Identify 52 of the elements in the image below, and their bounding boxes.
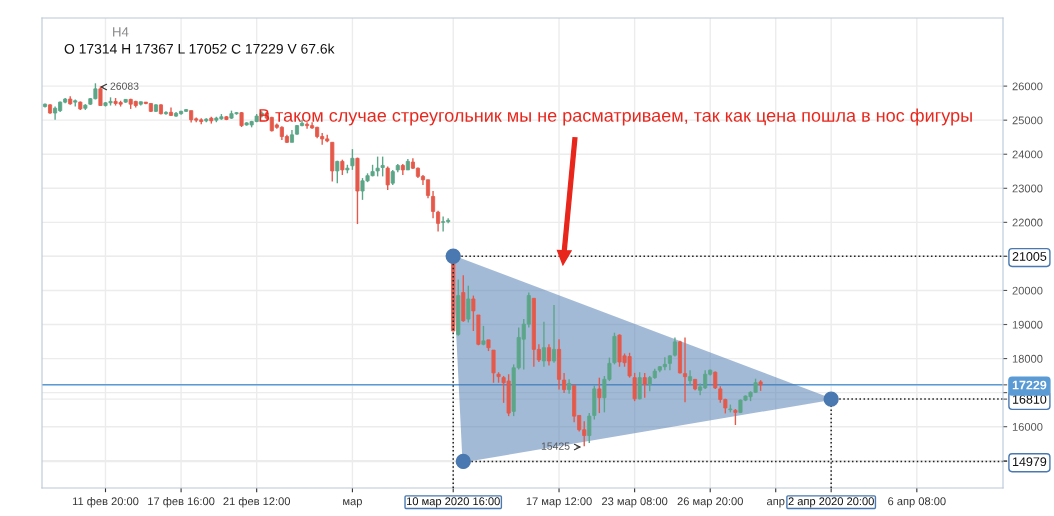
candlestick <box>98 85 103 107</box>
candlestick <box>385 165 390 191</box>
y-tick-label: 17229 <box>1012 380 1047 390</box>
x-tick-label: 17 фев 16:00 <box>148 497 215 508</box>
candlestick <box>305 121 310 130</box>
candlestick <box>380 155 385 178</box>
x-tick-label: 10 мар 2020 16:00 <box>406 497 500 508</box>
y-tick-label: 21005 <box>1012 252 1047 261</box>
annotation: O 17314 H 17367 L 17052 C 17229 V 67.6k <box>64 43 335 54</box>
y-tick-label: 22000 <box>1012 218 1043 227</box>
y-tick-label: 25000 <box>1012 116 1043 125</box>
candlestick <box>597 376 602 414</box>
candlestick <box>682 336 688 403</box>
x-tick-label: мар <box>343 499 362 508</box>
candlestick <box>632 372 637 402</box>
candlestick <box>688 369 693 386</box>
candlestick <box>471 294 476 332</box>
annotation: 15425 <box>541 442 570 450</box>
x-tick-label: 17 мар 12:00 <box>526 497 592 508</box>
y-tick-label: 14979 <box>1012 457 1047 467</box>
candlestick <box>551 304 557 364</box>
annotation: H4 <box>113 27 129 37</box>
y-tick-label: 16000 <box>1012 422 1043 431</box>
x-tick-label: 11 фев 20:00 <box>72 497 139 508</box>
y-tick-label: 18000 <box>1012 354 1043 363</box>
y-tick-label: 23000 <box>1012 184 1043 193</box>
x-tick-label: 23 мар 08:00 <box>602 497 668 508</box>
candlestick <box>441 215 446 233</box>
annotation: В таком случае стреугольник мы не расматриваем, так как цена пошла в нос фигуры <box>259 108 972 126</box>
candlestick <box>541 321 546 368</box>
point <box>823 391 839 407</box>
x-tick-label: апр <box>767 499 785 508</box>
y-tick-label: 20000 <box>1012 286 1043 295</box>
x-tick-label: 6 апр 08:00 <box>888 497 946 508</box>
x-tick-label: 26 мар 20:00 <box>677 497 743 508</box>
candlestick <box>466 285 471 324</box>
candlestick <box>350 148 355 171</box>
candlestick <box>637 371 642 401</box>
y-tick-label: 16810 <box>1012 394 1047 404</box>
y-tick-label: 19000 <box>1012 320 1043 329</box>
annotation: 26083 <box>110 82 139 90</box>
candlestick <box>662 356 667 371</box>
candlestick <box>425 179 431 199</box>
x-tick-label: 2 апр 2020 20:00 <box>788 497 874 508</box>
y-tick-label: 26000 <box>1012 82 1043 91</box>
candlestick <box>491 349 496 384</box>
x-tick-label: 21 фев 12:00 <box>223 497 291 508</box>
point <box>455 453 471 470</box>
candlestick <box>546 343 551 367</box>
candlestick <box>642 372 647 399</box>
y-tick-label: 24000 <box>1012 150 1043 159</box>
point <box>445 248 461 264</box>
